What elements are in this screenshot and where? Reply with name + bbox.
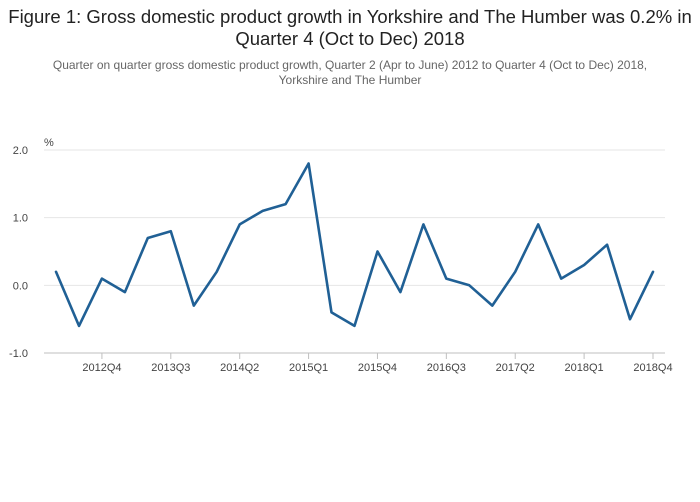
data-point[interactable]	[100, 277, 104, 281]
data-point[interactable]	[559, 277, 563, 281]
series-line	[54, 162, 655, 328]
data-point[interactable]	[307, 162, 311, 166]
data-point[interactable]	[330, 310, 334, 314]
x-tick-label: 2015Q4	[358, 362, 397, 374]
y-axis: 2.0 1.0 0.0 -1.0	[9, 145, 28, 360]
data-point[interactable]	[353, 324, 357, 328]
chart-subtitle: Quarter on quarter gross domestic produc…	[52, 58, 648, 87]
x-tick-label: 2014Q2	[220, 362, 259, 374]
data-point[interactable]	[444, 277, 448, 281]
gridlines	[44, 149, 665, 354]
x-tick-label: 2013Q3	[151, 362, 190, 374]
x-tick-label: 2017Q2	[496, 362, 535, 374]
data-point[interactable]	[123, 290, 127, 294]
data-point[interactable]	[238, 222, 242, 226]
data-point[interactable]	[582, 263, 586, 267]
data-point[interactable]	[375, 250, 379, 254]
x-tick-label: 2016Q3	[427, 362, 466, 374]
data-point[interactable]	[605, 243, 609, 247]
series-layer	[54, 162, 655, 328]
data-point[interactable]	[215, 270, 219, 274]
data-point[interactable]	[284, 202, 288, 206]
data-point[interactable]	[398, 290, 402, 294]
x-tick-label: 2018Q1	[565, 362, 604, 374]
y-tick-label: 1.0	[13, 213, 28, 225]
data-point[interactable]	[467, 283, 471, 287]
data-point[interactable]	[169, 229, 173, 233]
y-tick-label: -1.0	[9, 348, 28, 360]
x-tick-label: 2018Q4	[633, 362, 672, 374]
data-point[interactable]	[536, 222, 540, 226]
y-axis-unit-label: %	[44, 137, 54, 149]
x-axis: 2012Q4 2013Q3 2014Q2 2015Q1 2015Q4 2016Q3 2017…	[82, 353, 673, 374]
chart-title: Figure 1: Gross domestic product growth …	[8, 6, 692, 49]
x-tick-label: 2012Q4	[82, 362, 121, 374]
data-point[interactable]	[651, 270, 655, 274]
data-point[interactable]	[421, 222, 425, 226]
y-tick-label: 2.0	[13, 145, 28, 157]
data-point[interactable]	[146, 236, 150, 240]
data-point[interactable]	[54, 270, 58, 274]
x-tick-label: 2015Q1	[289, 362, 328, 374]
data-point[interactable]	[628, 317, 632, 321]
data-point[interactable]	[513, 270, 517, 274]
data-point[interactable]	[490, 304, 494, 308]
y-tick-label: 0.0	[13, 280, 28, 292]
data-point[interactable]	[261, 209, 265, 213]
data-point[interactable]	[192, 304, 196, 308]
data-point[interactable]	[77, 324, 81, 328]
